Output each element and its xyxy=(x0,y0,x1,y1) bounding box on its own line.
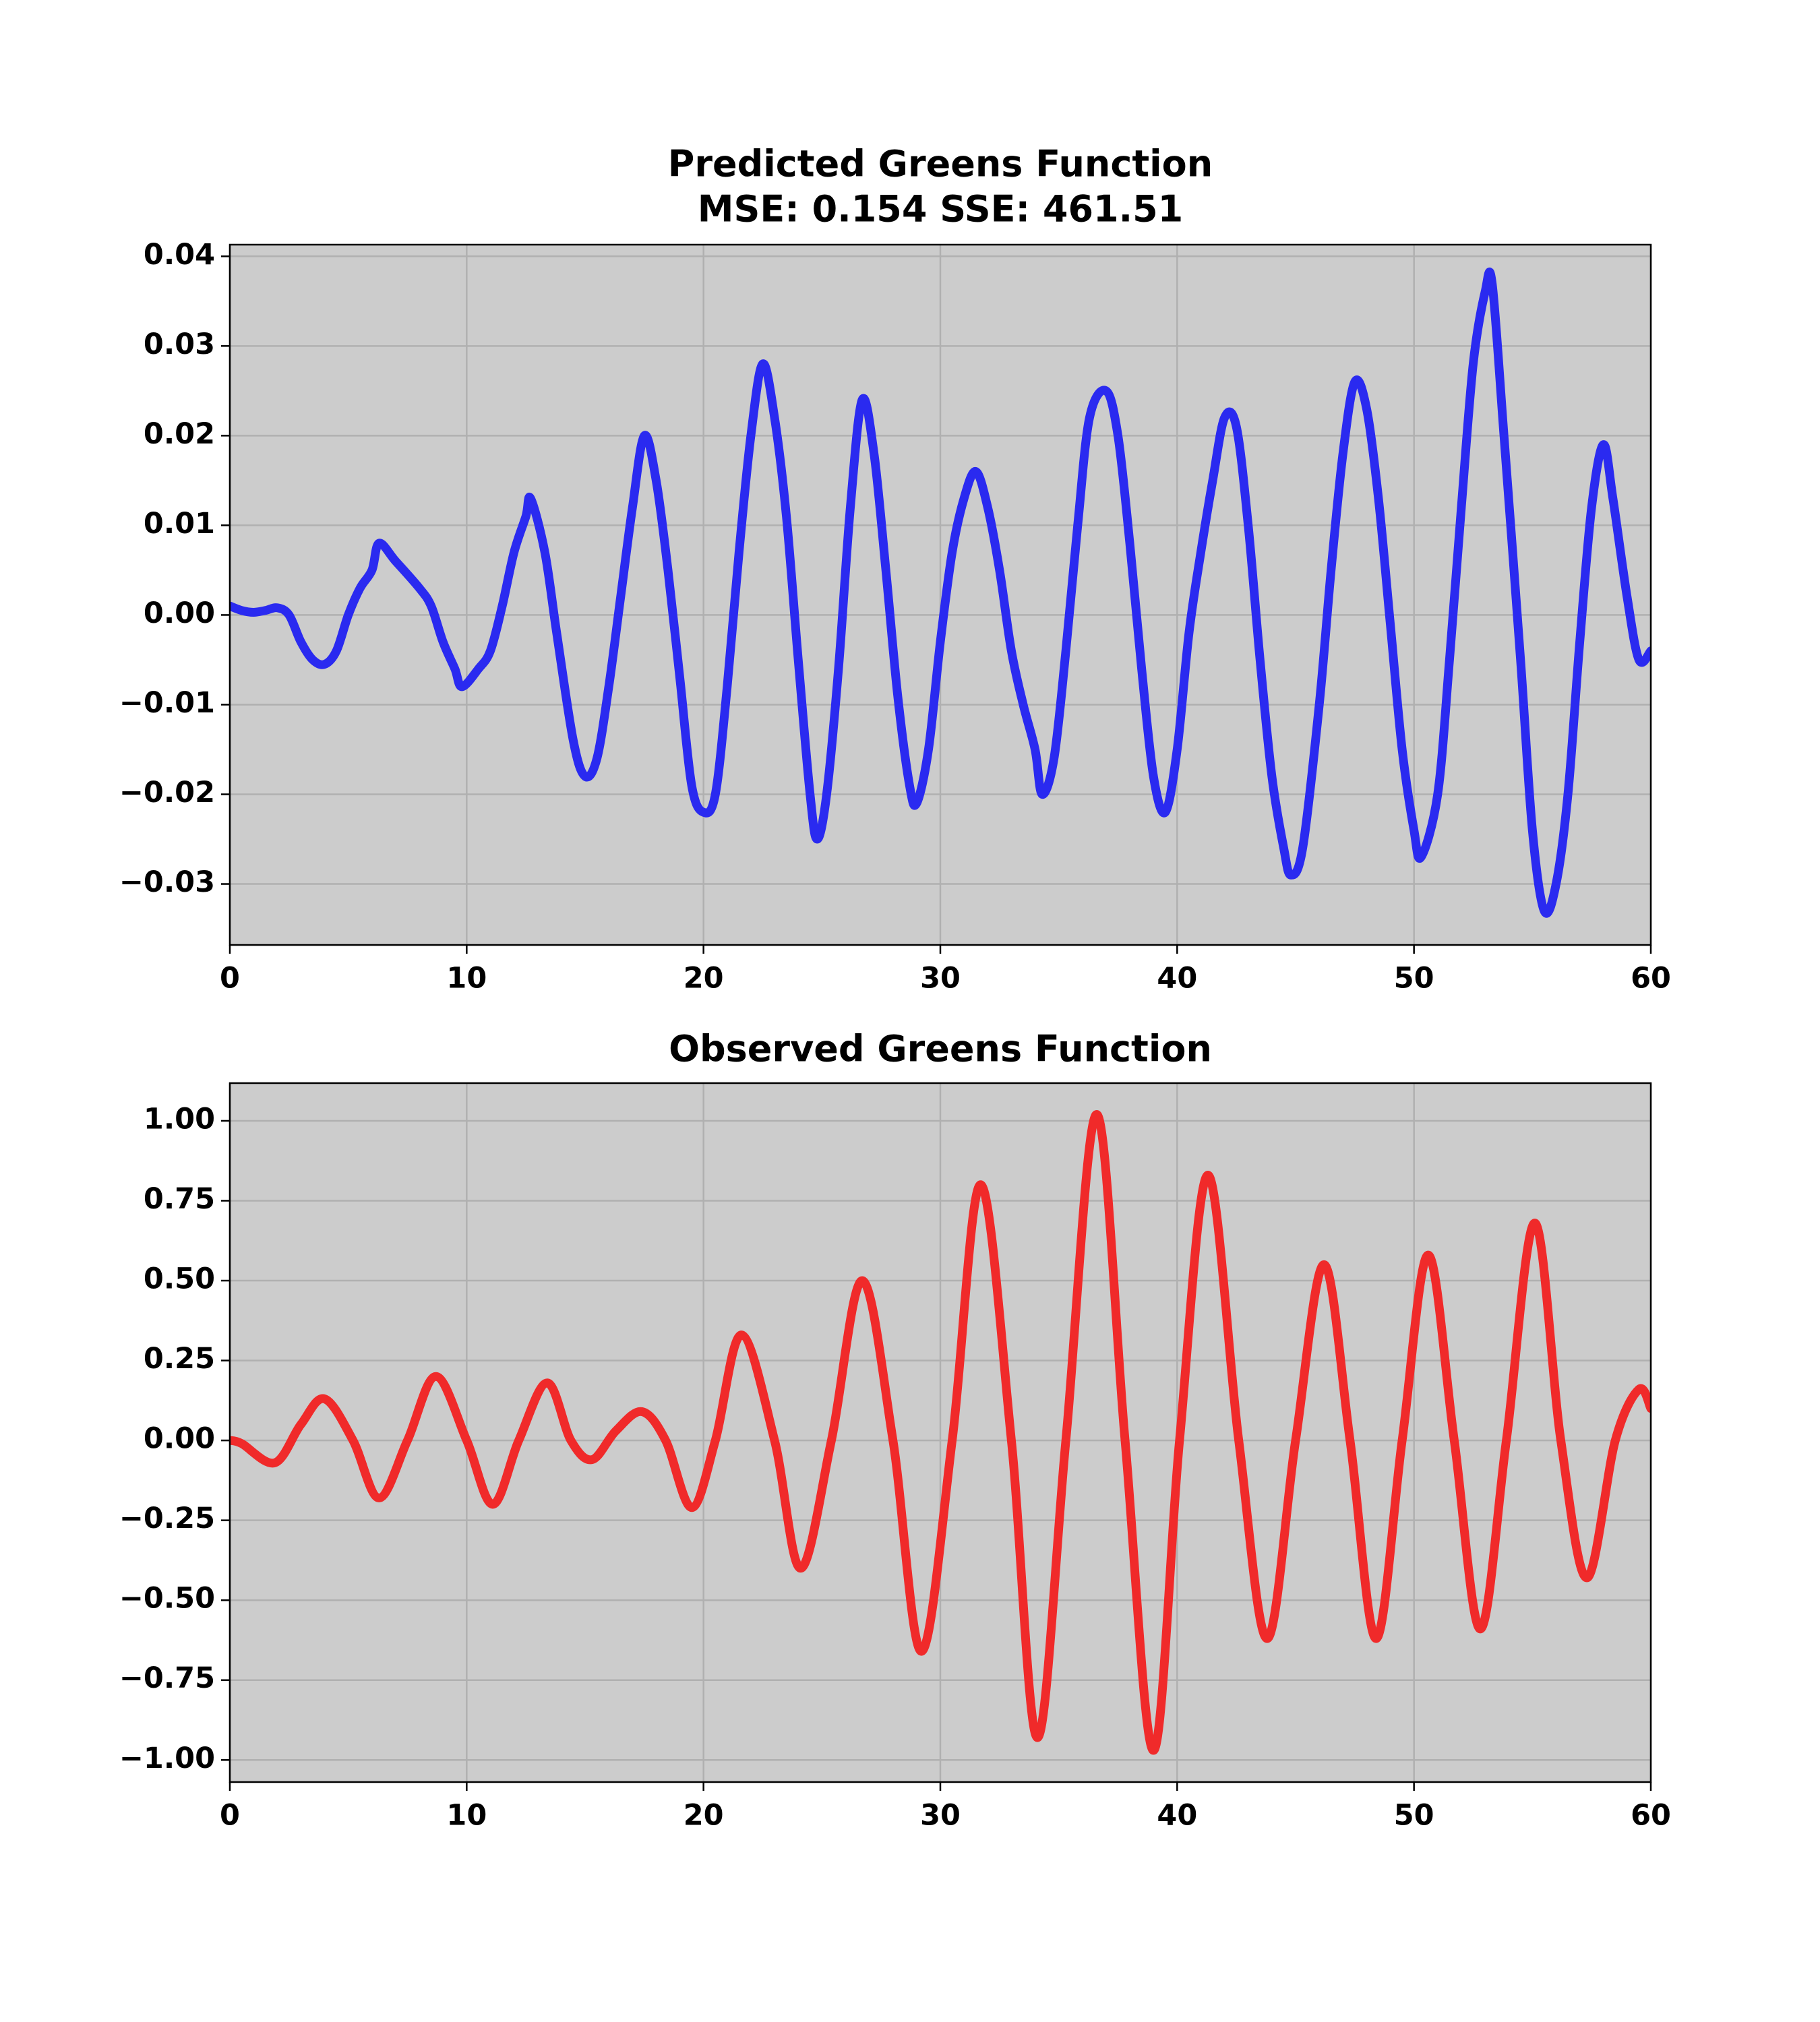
y-tick-label: 0.03 xyxy=(144,328,215,361)
x-tick-label: 20 xyxy=(684,1799,724,1833)
y-tick-label: −0.25 xyxy=(119,1502,215,1535)
x-tick-label: 30 xyxy=(920,962,961,995)
x-tick-label: 40 xyxy=(1157,962,1197,995)
y-tick-label: 0.75 xyxy=(144,1182,215,1216)
x-tick-label: 20 xyxy=(684,962,724,995)
y-tick-label: 0.01 xyxy=(144,507,215,541)
chart-title: Observed Greens Function xyxy=(669,1028,1212,1070)
data-line xyxy=(230,268,1651,918)
x-tick-label: 60 xyxy=(1631,1799,1671,1833)
plot-frame xyxy=(229,243,1652,946)
x-tick-label: 10 xyxy=(446,962,487,995)
y-tick-label: −1.00 xyxy=(119,1742,215,1775)
y-tick-label: −0.01 xyxy=(119,686,215,720)
y-tick-label: −0.50 xyxy=(119,1582,215,1616)
x-tick-label: 10 xyxy=(446,1799,487,1833)
x-tick-label: 30 xyxy=(920,1799,961,1833)
y-tick-label: 1.00 xyxy=(144,1102,215,1136)
y-tick-label: 0.04 xyxy=(144,238,215,272)
chart-title: Predicted Greens Function xyxy=(668,143,1213,185)
y-tick-label: 0.02 xyxy=(144,417,215,451)
x-tick-label: 50 xyxy=(1394,962,1434,995)
x-tick-label: 60 xyxy=(1631,962,1671,995)
y-tick-label: 0.00 xyxy=(144,596,215,630)
chart-subtitle: MSE: 0.154 SSE: 461.51 xyxy=(698,188,1184,231)
y-tick-label: −0.75 xyxy=(119,1661,215,1695)
y-tick-label: 0.00 xyxy=(144,1422,215,1456)
x-tick-label: 50 xyxy=(1394,1799,1434,1833)
y-tick-label: −0.03 xyxy=(119,865,215,899)
data-line xyxy=(230,1109,1651,1755)
y-tick-label: 0.50 xyxy=(144,1262,215,1296)
x-tick-label: 0 xyxy=(220,962,240,995)
x-tick-label: 0 xyxy=(220,1799,240,1833)
y-tick-label: −0.02 xyxy=(119,776,215,809)
x-tick-label: 40 xyxy=(1157,1799,1197,1833)
plot-frame xyxy=(229,1082,1652,1783)
y-tick-label: 0.25 xyxy=(144,1342,215,1376)
